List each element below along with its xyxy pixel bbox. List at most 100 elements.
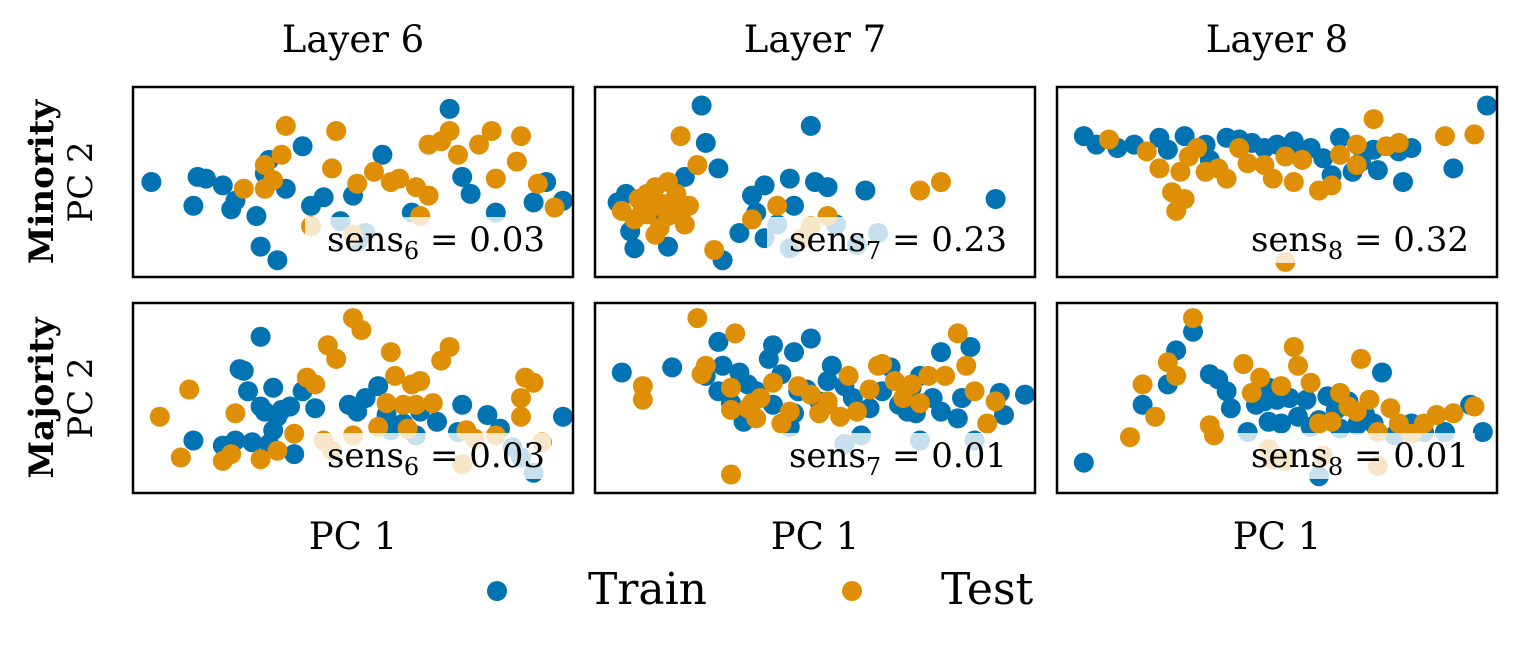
sens-label-box — [305, 433, 551, 479]
test-point — [1283, 172, 1304, 192]
sens-label-base: sens — [1251, 220, 1328, 260]
test-point — [872, 354, 893, 374]
column-title-layer-7: Layer 7 — [744, 18, 886, 61]
train-point — [196, 168, 216, 189]
train-point — [1472, 422, 1493, 442]
test-point — [376, 393, 397, 414]
train-point — [183, 430, 204, 451]
train-point — [779, 168, 800, 189]
panel-1-1: sens7 = 0.01 — [593, 301, 1037, 495]
test-point — [544, 197, 565, 218]
train-point — [460, 183, 481, 204]
train-point — [1393, 172, 1413, 192]
sens-label: sens7 = 0.01 — [789, 436, 1007, 481]
train-point — [427, 411, 447, 432]
train-point — [242, 432, 263, 453]
panel-frame — [1055, 301, 1499, 495]
train-point — [246, 206, 267, 226]
train-point — [141, 172, 162, 192]
test-point — [746, 408, 767, 429]
test-point — [322, 158, 342, 179]
train-point — [784, 195, 804, 216]
test-point — [380, 342, 401, 363]
panel-points — [1073, 95, 1497, 272]
test-point — [817, 391, 838, 412]
train-point — [250, 236, 271, 257]
sens-label-subscript: 7 — [866, 453, 881, 481]
test-point — [267, 440, 288, 461]
test-point — [800, 384, 821, 405]
train-point — [691, 95, 712, 116]
panel-frame — [1055, 85, 1499, 279]
test-point — [910, 393, 930, 414]
sens-label-subscript: 6 — [404, 453, 419, 481]
train-point — [355, 388, 376, 408]
test-point — [901, 374, 922, 395]
column-title-layer-8: Layer 8 — [1206, 18, 1348, 61]
sens-label: sens6 = 0.03 — [327, 220, 545, 265]
test-point — [674, 214, 695, 235]
test-point — [687, 155, 708, 175]
sens-label: sens8 = 0.01 — [1251, 436, 1469, 481]
sens-label-box — [305, 217, 551, 263]
row-label-majority-pc2: PC 2 — [61, 357, 101, 438]
test-point — [1166, 365, 1187, 386]
test-point — [1443, 403, 1464, 424]
panel-frame — [131, 85, 575, 279]
test-point — [1300, 372, 1321, 393]
test-point — [1464, 396, 1485, 417]
panel-1-0: sens6 = 0.03 — [131, 301, 575, 495]
train-point — [662, 357, 683, 378]
test-point — [1233, 354, 1254, 374]
xlabel-col-2: PC 1 — [771, 515, 860, 558]
test-point — [1170, 161, 1191, 182]
train-point — [754, 175, 775, 196]
legend-test-label: Test — [941, 564, 1034, 615]
train-point — [1477, 95, 1497, 116]
test-point — [263, 170, 284, 191]
xlabel-col-3: PC 1 — [1233, 515, 1322, 558]
train-point — [821, 355, 842, 376]
train-point — [817, 371, 838, 391]
test-point — [326, 348, 347, 369]
test-point — [469, 134, 489, 155]
panel-points — [141, 98, 573, 271]
test-point — [750, 388, 771, 408]
panel-0-2: sens8 = 0.32 — [1055, 85, 1499, 279]
test-point — [935, 365, 956, 386]
test-point — [511, 406, 531, 427]
test-point — [284, 423, 305, 444]
test-point — [511, 126, 531, 147]
test-point — [170, 447, 191, 468]
train-point — [708, 158, 729, 179]
legend-train-label: Train — [588, 564, 707, 615]
test-point — [947, 323, 968, 344]
test-point — [326, 121, 347, 141]
sens-label-base: sens — [789, 436, 866, 476]
panel-0-0: sens6 = 0.03 — [131, 85, 575, 279]
train-point — [212, 175, 233, 196]
legend: Train Test — [487, 564, 1034, 615]
sens-label-value: = 0.03 — [419, 436, 545, 476]
test-point — [763, 372, 783, 393]
test-point — [275, 115, 296, 136]
train-point — [624, 238, 645, 259]
train-point — [439, 98, 460, 119]
train-point — [313, 187, 334, 208]
legend-train-marker — [487, 581, 507, 601]
test-point — [389, 168, 410, 189]
test-point — [1321, 411, 1342, 432]
test-point — [931, 172, 951, 192]
train-point — [338, 394, 359, 415]
legend-test-marker — [842, 581, 862, 601]
test-point — [1120, 427, 1140, 448]
test-point — [448, 144, 468, 165]
column-title-layer-6: Layer 6 — [282, 18, 424, 61]
sens-label-value: = 0.01 — [881, 436, 1007, 476]
panel-frame — [593, 85, 1037, 279]
train-point — [855, 180, 876, 201]
train-point — [452, 166, 473, 187]
test-point — [1330, 144, 1350, 165]
test-point — [977, 413, 998, 434]
test-point — [838, 365, 859, 386]
